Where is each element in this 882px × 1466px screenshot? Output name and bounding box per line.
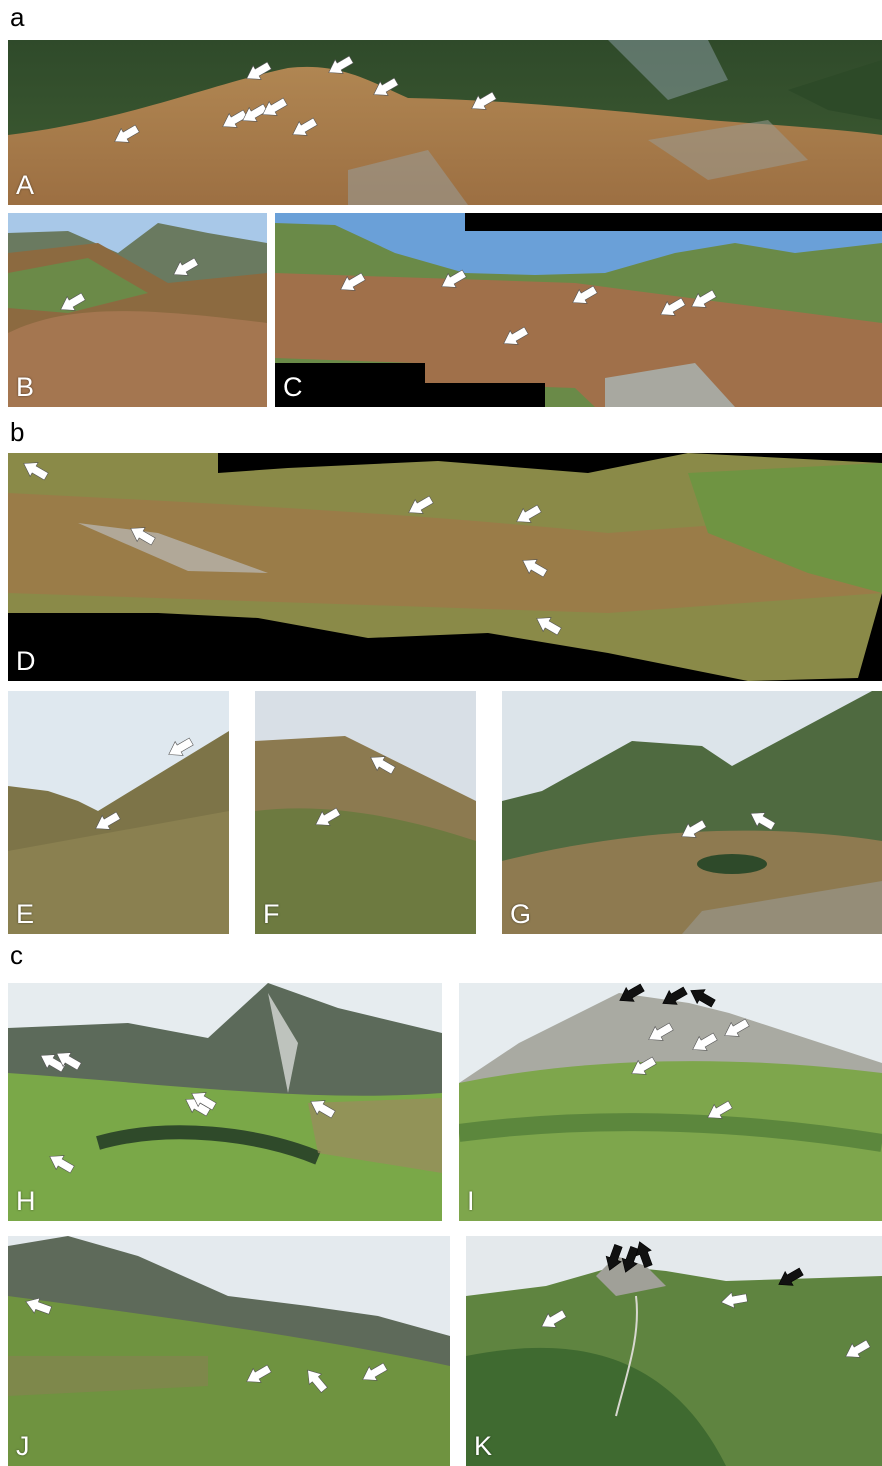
arrow-icon	[188, 1087, 219, 1114]
arrow-icon	[659, 984, 690, 1011]
panel-label-i: I	[467, 1186, 475, 1216]
section-label-b: b	[10, 417, 25, 447]
photo-panel-f: F	[255, 691, 476, 934]
arrow-icon	[720, 1290, 748, 1310]
photo-panel-j: J	[8, 1236, 450, 1466]
arrow-icon	[689, 1030, 720, 1057]
arrow-icon	[370, 75, 401, 102]
arrow-icon	[747, 807, 778, 834]
photo-panel-h: H	[8, 983, 442, 1221]
arrow-icon	[170, 255, 201, 282]
panel-label-g: G	[510, 899, 532, 929]
arrow-icon	[533, 612, 564, 639]
arrow-icon	[468, 89, 499, 116]
panel-label-c: C	[283, 372, 303, 402]
arrow-icon	[325, 53, 356, 80]
arrow-icon	[616, 981, 647, 1008]
arrow-icon	[312, 805, 343, 832]
section-label-c: c	[10, 940, 23, 970]
arrow-icon	[289, 115, 320, 142]
arrow-icon	[618, 1245, 642, 1275]
arrow-icon	[243, 59, 274, 86]
photo-panel-b: B	[8, 213, 267, 407]
arrow-icon	[519, 554, 550, 581]
arrow-icon	[259, 95, 290, 122]
arrow-icon	[678, 817, 709, 844]
arrow-icon	[243, 1362, 274, 1389]
photo-panel-g: G	[502, 691, 882, 934]
arrow-icon	[632, 1239, 656, 1269]
arrow-icon	[127, 522, 158, 549]
arrow-icon	[405, 493, 436, 520]
arrow-icon	[602, 1243, 626, 1273]
arrow-icon	[721, 1016, 752, 1043]
arrow-icon	[337, 270, 368, 297]
arrow-icon	[307, 1095, 338, 1122]
panel-label-j: J	[16, 1431, 30, 1461]
arrow-icon	[645, 1020, 676, 1047]
arrow-icon	[57, 290, 88, 317]
arrow-icon	[538, 1307, 569, 1334]
photo-panel-k: K	[466, 1236, 882, 1466]
arrow-icon	[500, 324, 531, 351]
arrow-icon	[359, 1360, 390, 1387]
arrow-icon	[46, 1150, 77, 1177]
arrow-icon	[628, 1054, 659, 1081]
photo-panel-c: C	[275, 213, 882, 407]
panel-label-h: H	[16, 1186, 36, 1216]
arrow-icon	[37, 1049, 68, 1076]
arrow-icon	[569, 283, 600, 310]
arrow-icon	[657, 295, 688, 322]
photo-panel-a: A	[8, 40, 882, 205]
arrow-icon	[438, 267, 469, 294]
arrow-icon	[704, 1098, 735, 1125]
arrow-icon	[775, 1265, 806, 1292]
arrow-icon	[219, 107, 250, 134]
panel-label-a: A	[16, 170, 35, 200]
panel-label-d: D	[16, 646, 36, 676]
arrow-icon	[302, 1365, 331, 1395]
arrow-icon	[53, 1047, 84, 1074]
panel-label-e: E	[16, 899, 35, 929]
panel-label-b: B	[16, 372, 35, 402]
panel-label-f: F	[263, 899, 280, 929]
photo-panel-i: I	[459, 983, 882, 1221]
arrow-icon	[687, 984, 718, 1011]
photo-panel-d: D	[8, 453, 882, 681]
arrow-icon	[111, 122, 142, 149]
arrow-icon	[842, 1337, 873, 1364]
arrow-icon	[513, 502, 544, 529]
arrow-icon	[20, 457, 51, 484]
arrow-icon	[367, 751, 398, 778]
photo-panel-e: E	[8, 691, 229, 934]
arrow-icon	[688, 287, 719, 314]
panel-label-k: K	[474, 1431, 493, 1461]
section-label-a: a	[10, 2, 25, 32]
arrow-icon	[23, 1294, 53, 1318]
arrow-icon	[92, 809, 123, 836]
arrow-icon	[239, 101, 270, 128]
arrow-icon	[165, 735, 196, 762]
